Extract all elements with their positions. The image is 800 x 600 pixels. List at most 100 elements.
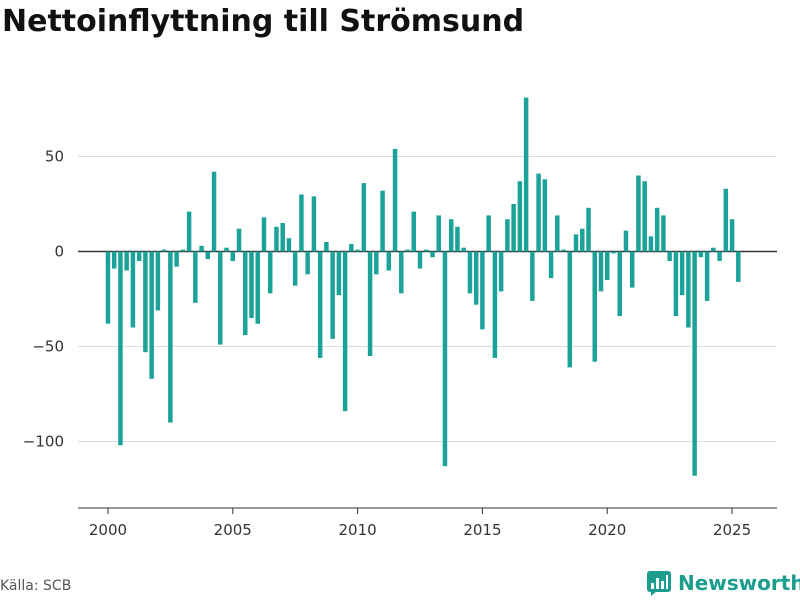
- bar: [555, 215, 560, 252]
- bar: [243, 251, 248, 336]
- y-tick-label: 0: [54, 243, 64, 261]
- source-label: Källa: SCB: [0, 578, 72, 594]
- bar: [592, 251, 597, 362]
- bar: [480, 251, 485, 330]
- bar: [349, 243, 354, 252]
- bar: [548, 251, 554, 279]
- bar: [336, 251, 342, 296]
- bar: [717, 251, 722, 261]
- bar: [186, 211, 192, 252]
- bar: [161, 249, 167, 252]
- bar: [118, 251, 123, 446]
- bar: [342, 251, 348, 412]
- bar: [218, 251, 223, 345]
- x-tick-label: 2005: [214, 521, 252, 539]
- bar: [505, 219, 510, 252]
- bar: [124, 251, 129, 271]
- bar: [611, 251, 616, 254]
- bar: [642, 181, 647, 252]
- bar: [679, 251, 685, 296]
- bar: [598, 251, 604, 292]
- bar: [661, 215, 666, 252]
- x-tick-label: 2010: [339, 521, 377, 539]
- bar: [180, 249, 186, 252]
- bar: [729, 219, 735, 252]
- bar: [330, 251, 335, 339]
- x-tick-label: 2015: [463, 521, 501, 539]
- brand-name: Newsworthy: [678, 571, 800, 595]
- bar: [168, 251, 173, 423]
- bar: [255, 251, 260, 324]
- bar: [636, 175, 641, 252]
- bar: [211, 171, 217, 252]
- bar: [704, 251, 710, 301]
- bar: [205, 251, 211, 260]
- bar: [648, 236, 654, 252]
- bar: [417, 251, 423, 269]
- bar: [155, 251, 161, 311]
- y-tick-label: 50: [45, 148, 64, 166]
- bar: [149, 251, 154, 379]
- bar: [380, 190, 385, 252]
- bar: [586, 207, 591, 252]
- y-tick-label: −100: [23, 433, 64, 451]
- bar: [561, 249, 566, 252]
- bar: [193, 251, 198, 303]
- bar: [580, 228, 585, 252]
- bar: [143, 251, 148, 353]
- y-axis: 50 0 −50 −100: [23, 148, 64, 451]
- bar: [399, 251, 404, 294]
- bar: [249, 251, 254, 318]
- bar: [111, 251, 117, 269]
- bar: [317, 251, 323, 358]
- bar: [711, 247, 716, 252]
- chart-title: Nettoinflyttning till Strömsund: [2, 4, 525, 39]
- x-axis: 2000 2005 2010 2015 2020 2025: [78, 507, 777, 539]
- bar: [299, 194, 304, 252]
- grid-lines: [78, 156, 777, 442]
- bar: [367, 251, 373, 356]
- bar: [424, 249, 429, 252]
- bar: [536, 173, 541, 252]
- bar: [386, 251, 392, 271]
- bar: [286, 238, 292, 252]
- bar: [567, 251, 573, 368]
- bar: [686, 251, 691, 328]
- bar: [473, 251, 479, 305]
- bar: [267, 251, 273, 294]
- bar: [324, 242, 329, 252]
- bar: [492, 251, 498, 358]
- bar: [174, 251, 179, 267]
- bar: [199, 245, 204, 252]
- x-tick-label: 2025: [713, 521, 751, 539]
- bar: [511, 204, 516, 252]
- bar: [623, 230, 629, 252]
- bar: [355, 249, 360, 252]
- bar: [542, 179, 548, 252]
- brand-logo: Newsworthy: [646, 570, 800, 596]
- bar: [692, 251, 697, 476]
- bar: [530, 251, 535, 301]
- bar: [617, 251, 622, 317]
- bar: [605, 251, 610, 280]
- bar: [311, 196, 317, 252]
- bar: [136, 251, 142, 261]
- bar: [236, 228, 242, 252]
- bar: [486, 215, 491, 252]
- y-tick-label: −50: [32, 338, 64, 356]
- bar: [698, 251, 704, 258]
- bar: [461, 247, 466, 252]
- bar: [105, 251, 111, 324]
- bar: [130, 251, 136, 328]
- bar: [654, 207, 660, 252]
- bar: [361, 183, 367, 252]
- bar: [517, 181, 523, 252]
- bar: [629, 251, 635, 288]
- bar: [374, 251, 379, 275]
- bar: [411, 211, 417, 252]
- bar: [498, 251, 504, 292]
- bar: [573, 234, 579, 252]
- bar: [430, 251, 435, 258]
- bar: [448, 219, 454, 252]
